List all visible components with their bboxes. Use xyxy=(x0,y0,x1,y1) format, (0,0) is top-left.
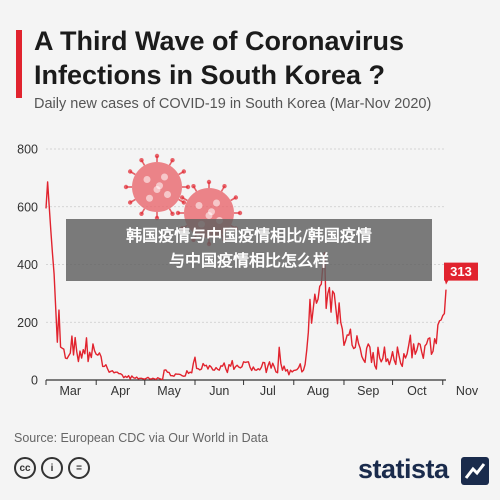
statista-logo-icon xyxy=(461,457,489,485)
watermark-overlay: 韩国疫情与中国疫情相比/韩国疫情 与中国疫情相比怎么样 xyxy=(66,219,432,281)
overlay-line-1: 韩国疫情与中国疫情相比/韩国疫情 xyxy=(126,226,372,245)
y-tick-label: 800 xyxy=(17,143,38,157)
x-tick-label: Apr xyxy=(111,384,130,398)
x-tick-label: Aug xyxy=(307,384,329,398)
virus-icon xyxy=(123,153,191,221)
badge-background xyxy=(444,262,478,281)
no-derivatives-icon[interactable]: = xyxy=(68,457,90,479)
title-accent-bar xyxy=(16,30,22,98)
overlay-line-2: 与中国疫情相比怎么样 xyxy=(168,251,329,270)
y-tick-label: 200 xyxy=(17,316,38,330)
x-tick-label: Oct xyxy=(407,384,427,398)
last-value-badge: 313 xyxy=(444,262,478,285)
y-axis-ticks: 0 200 400 600 800 xyxy=(17,143,38,388)
x-axis-ticks: Mar Apr May Jun Jul Aug Sep Oct Nov xyxy=(45,380,479,398)
chart-subtitle: Daily new cases of COVID-19 in South Kor… xyxy=(34,96,432,112)
x-tick-label: Sep xyxy=(357,384,379,398)
x-tick-label: Nov xyxy=(456,384,479,398)
license-icons: cc i = xyxy=(14,457,90,479)
last-value-label: 313 xyxy=(450,264,472,279)
statista-logo[interactable]: statista xyxy=(358,454,449,484)
attribution-icon[interactable]: i xyxy=(41,457,63,479)
chart-title: A Third Wave of Coronavirus Infections i… xyxy=(34,26,405,90)
x-tick-label: May xyxy=(157,384,181,398)
creative-commons-icon[interactable]: cc xyxy=(14,457,36,479)
y-tick-label: 400 xyxy=(17,258,38,272)
badge-pointer xyxy=(444,277,450,285)
series-line-daily-cases xyxy=(45,181,447,381)
x-tick-label: Jun xyxy=(209,384,229,398)
source-note: Source: European CDC via Our World in Da… xyxy=(14,431,269,445)
x-tick-label: Mar xyxy=(60,384,82,398)
x-tick-label: Jul xyxy=(260,384,276,398)
y-tick-label: 0 xyxy=(31,374,38,388)
y-tick-label: 600 xyxy=(17,200,38,214)
